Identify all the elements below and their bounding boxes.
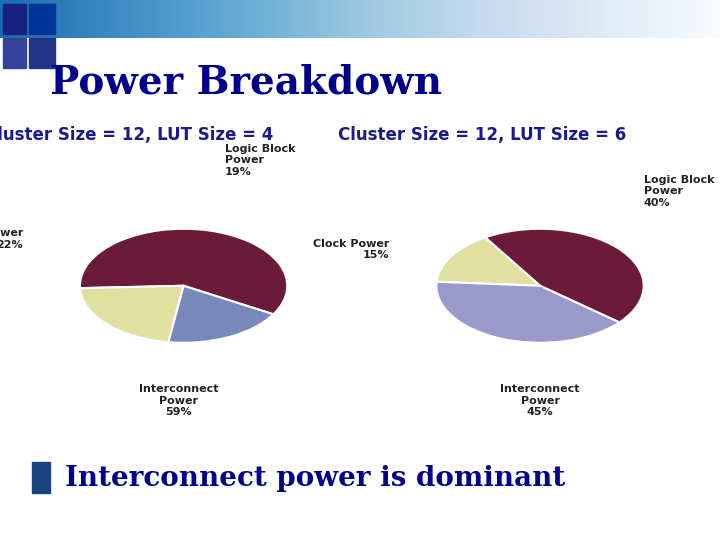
Wedge shape	[168, 286, 274, 343]
Text: Clock Power
22%: Clock Power 22%	[0, 228, 23, 250]
Bar	[29, 38, 55, 68]
Bar	[3, 38, 26, 68]
Text: Interconnect
Power
45%: Interconnect Power 45%	[500, 384, 580, 417]
Text: Interconnect power is dominant: Interconnect power is dominant	[65, 464, 565, 491]
Bar	[29, 4, 55, 34]
Text: Power Breakdown: Power Breakdown	[50, 63, 442, 102]
Wedge shape	[485, 229, 644, 322]
Wedge shape	[436, 282, 619, 343]
Bar	[3, 4, 26, 34]
Bar	[32, 462, 50, 492]
Text: Cluster Size = 12, LUT Size = 6: Cluster Size = 12, LUT Size = 6	[338, 126, 626, 144]
Text: Cluster Size = 12, LUT Size = 4: Cluster Size = 12, LUT Size = 4	[0, 126, 274, 144]
Wedge shape	[80, 229, 287, 314]
Text: Interconnect
Power
59%: Interconnect Power 59%	[139, 384, 218, 417]
Wedge shape	[436, 238, 540, 286]
Text: Clock Power
15%: Clock Power 15%	[313, 239, 390, 260]
Wedge shape	[80, 286, 184, 342]
Text: Logic Block
Power
40%: Logic Block Power 40%	[644, 175, 714, 208]
Text: Logic Block
Power
19%: Logic Block Power 19%	[225, 144, 296, 177]
